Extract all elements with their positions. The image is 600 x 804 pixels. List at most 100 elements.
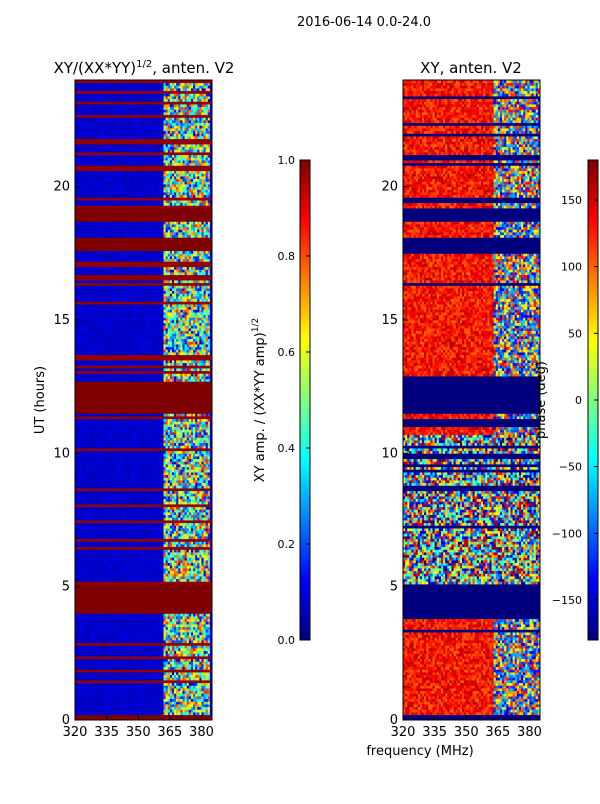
heatmap-cell [157, 581, 160, 585]
heatmap-cell [123, 522, 126, 526]
heatmap-cell [112, 674, 116, 678]
heatmap-cell [115, 650, 118, 654]
heatmap-cell [91, 664, 95, 668]
heatmap-cell [178, 653, 181, 657]
heatmap-cell [146, 605, 150, 609]
heatmap-cell [163, 621, 167, 625]
heatmap-cell [89, 605, 93, 609]
heatmap-cell [199, 546, 202, 550]
heatmap-cell [203, 562, 207, 566]
heatmap-cell [89, 650, 93, 654]
heatmap-cell [98, 554, 101, 558]
heatmap-cell [106, 613, 110, 617]
heatmap-cell [165, 685, 169, 689]
heatmap-cell [203, 522, 207, 526]
heatmap-cell [110, 656, 114, 660]
heatmap-cell [163, 597, 167, 601]
heatmap-cell [134, 581, 137, 585]
heatmap-cell [155, 637, 158, 641]
heatmap-cell [190, 661, 194, 665]
heatmap-cell [148, 677, 152, 681]
heatmap-cell [171, 717, 175, 720]
heatmap-cell [195, 522, 198, 526]
heatmap-cell [108, 706, 112, 710]
heatmap-cell [85, 669, 89, 673]
heatmap-cell [184, 658, 188, 662]
heatmap-cell [125, 592, 129, 596]
heatmap-cell [150, 560, 154, 564]
heatmap-cell [125, 685, 129, 689]
heatmap-cell [127, 549, 131, 553]
heatmap-cell [100, 608, 103, 612]
heatmap-cell [104, 530, 108, 534]
heatmap-cell [117, 592, 120, 596]
heatmap-cell [100, 517, 103, 521]
heatmap-cell [161, 522, 164, 526]
heatmap-cell [188, 677, 192, 681]
heatmap-cell [195, 685, 198, 689]
heatmap-cell [148, 661, 152, 665]
heatmap-cell [85, 680, 89, 684]
heatmap-cell [102, 525, 105, 529]
heatmap-cell [87, 682, 91, 686]
heatmap-cell [199, 682, 202, 686]
heatmap-cell [197, 610, 200, 614]
heatmap-cell [121, 701, 124, 705]
heatmap-cell [174, 624, 177, 628]
heatmap-cell [144, 634, 148, 638]
heatmap-cell [123, 656, 126, 660]
heatmap-cell [148, 701, 152, 705]
heatmap-cell [75, 656, 78, 660]
heatmap-cell [144, 520, 148, 524]
heatmap-cell [188, 525, 192, 529]
heatmap-cell [89, 621, 93, 625]
heatmap-cell [148, 584, 152, 588]
heatmap-cell [125, 568, 129, 572]
heatmap-cell [117, 701, 120, 705]
heatmap-cell [155, 592, 158, 596]
heatmap-cell [201, 541, 204, 545]
heatmap-cell [142, 682, 145, 686]
heatmap-cell [193, 544, 196, 548]
heatmap-cell [136, 605, 139, 609]
heatmap-cell [81, 674, 84, 678]
heatmap-cell [148, 666, 152, 670]
heatmap-cell [75, 618, 78, 622]
heatmap-cell [159, 690, 162, 694]
heatmap-cell [148, 621, 152, 625]
heatmap-cell [91, 714, 95, 718]
heatmap-cell [201, 661, 204, 665]
heatmap-cell [188, 584, 192, 588]
heatmap-cell [157, 584, 160, 588]
heatmap-cell [81, 592, 84, 596]
heatmap-cell [96, 632, 99, 636]
heatmap-cell [123, 597, 126, 601]
heatmap-cell [188, 517, 192, 521]
heatmap-cell [87, 584, 91, 588]
heatmap-cell [106, 704, 110, 708]
heatmap-cell [176, 634, 179, 638]
heatmap-cell [161, 530, 164, 534]
heatmap-cell [167, 696, 171, 700]
heatmap-cell [140, 586, 143, 590]
heatmap-cell [146, 674, 150, 678]
heatmap-cell [161, 717, 164, 720]
heatmap-cell [125, 584, 129, 588]
heatmap-cell [119, 629, 122, 633]
heatmap-cell [201, 554, 204, 558]
heatmap-cell [108, 592, 112, 596]
heatmap-cell [209, 696, 212, 700]
heatmap-cell [121, 704, 124, 708]
heatmap-cell [91, 677, 95, 681]
heatmap-cell [157, 618, 160, 622]
heatmap-cell [142, 581, 145, 585]
heatmap-cell [188, 640, 192, 644]
heatmap-cell [110, 672, 114, 676]
heatmap-cell [131, 645, 135, 649]
heatmap-cell [157, 696, 160, 700]
heatmap-cell [127, 573, 131, 577]
heatmap-cell [87, 594, 91, 598]
heatmap-cell [117, 698, 120, 702]
heatmap-cell [199, 578, 202, 582]
heatmap-cell [190, 682, 194, 686]
